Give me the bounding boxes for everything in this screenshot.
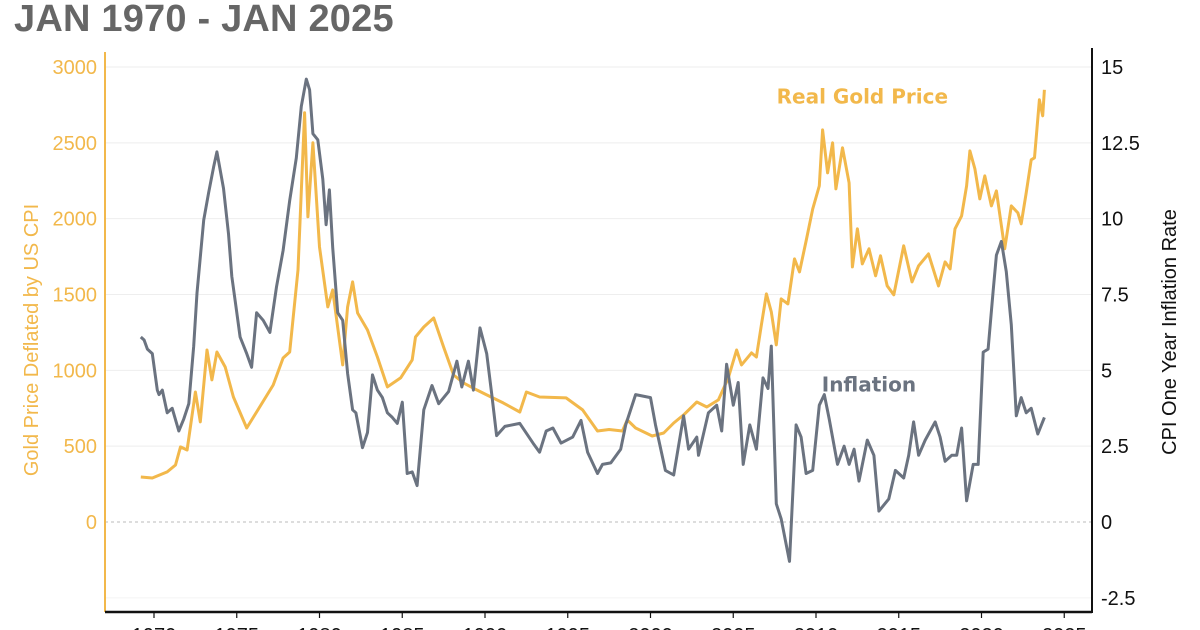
x-tick-label: 2000 xyxy=(628,625,673,630)
left-tick-label: 2000 xyxy=(53,209,98,231)
x-tick-label: 2020 xyxy=(959,625,1004,630)
left-tick-label: 500 xyxy=(64,436,97,458)
axes xyxy=(104,48,1093,614)
x-tick-label: 2015 xyxy=(877,625,922,630)
x-tick-label: 2025 xyxy=(1042,625,1087,630)
x-tick-label: 1975 xyxy=(215,625,260,630)
gridlines xyxy=(105,66,1092,599)
series-lines xyxy=(139,77,1046,563)
left-axis-label: Gold Price Deflated by US CPI xyxy=(21,204,43,476)
x-tick-label: 1970 xyxy=(132,625,177,630)
right-tick-label: 12.5 xyxy=(1101,133,1140,155)
x-tick-label: 1985 xyxy=(380,625,425,630)
right-tick-label: 7.5 xyxy=(1101,285,1129,307)
inflation-series-annotation: Inflation xyxy=(822,373,916,397)
inflation-line xyxy=(139,77,1046,563)
right-tick-label: 15 xyxy=(1101,57,1123,79)
right-axis-ticks: -2.5 0 2.5 5 7.5 10 12.5 15 xyxy=(1101,57,1140,610)
left-tick-label: 3000 xyxy=(53,57,98,79)
left-tick-label: 2500 xyxy=(53,133,98,155)
right-tick-label: -2.5 xyxy=(1101,588,1135,610)
left-axis-ticks: 0 500 1000 1500 2000 2500 3000 xyxy=(53,57,98,534)
real-gold-price-line xyxy=(140,89,1046,480)
right-axis-label: CPI One Year Inflation Rate xyxy=(1159,209,1181,455)
right-tick-label: 10 xyxy=(1101,209,1123,231)
left-tick-label: 1500 xyxy=(53,285,98,307)
left-tick-label: 0 xyxy=(86,512,97,534)
right-tick-label: 0 xyxy=(1101,512,1112,534)
x-tick-label: 2010 xyxy=(794,625,839,630)
left-tick-label: 1000 xyxy=(53,360,98,382)
chart-title: JAN 1970 - JAN 2025 xyxy=(14,0,394,40)
gold-series-annotation: Real Gold Price xyxy=(777,84,948,108)
x-tick-label: 1990 xyxy=(463,625,508,630)
x-tick-label: 2005 xyxy=(711,625,756,630)
x-tick-label: 1995 xyxy=(546,625,591,630)
right-tick-label: 5 xyxy=(1101,360,1112,382)
x-axis-ticks: 1970 1975 1980 1985 1990 1995 2000 2005 2010 2015… xyxy=(132,612,1087,630)
x-tick-label: 1980 xyxy=(297,625,342,630)
right-tick-label: 2.5 xyxy=(1101,436,1129,458)
